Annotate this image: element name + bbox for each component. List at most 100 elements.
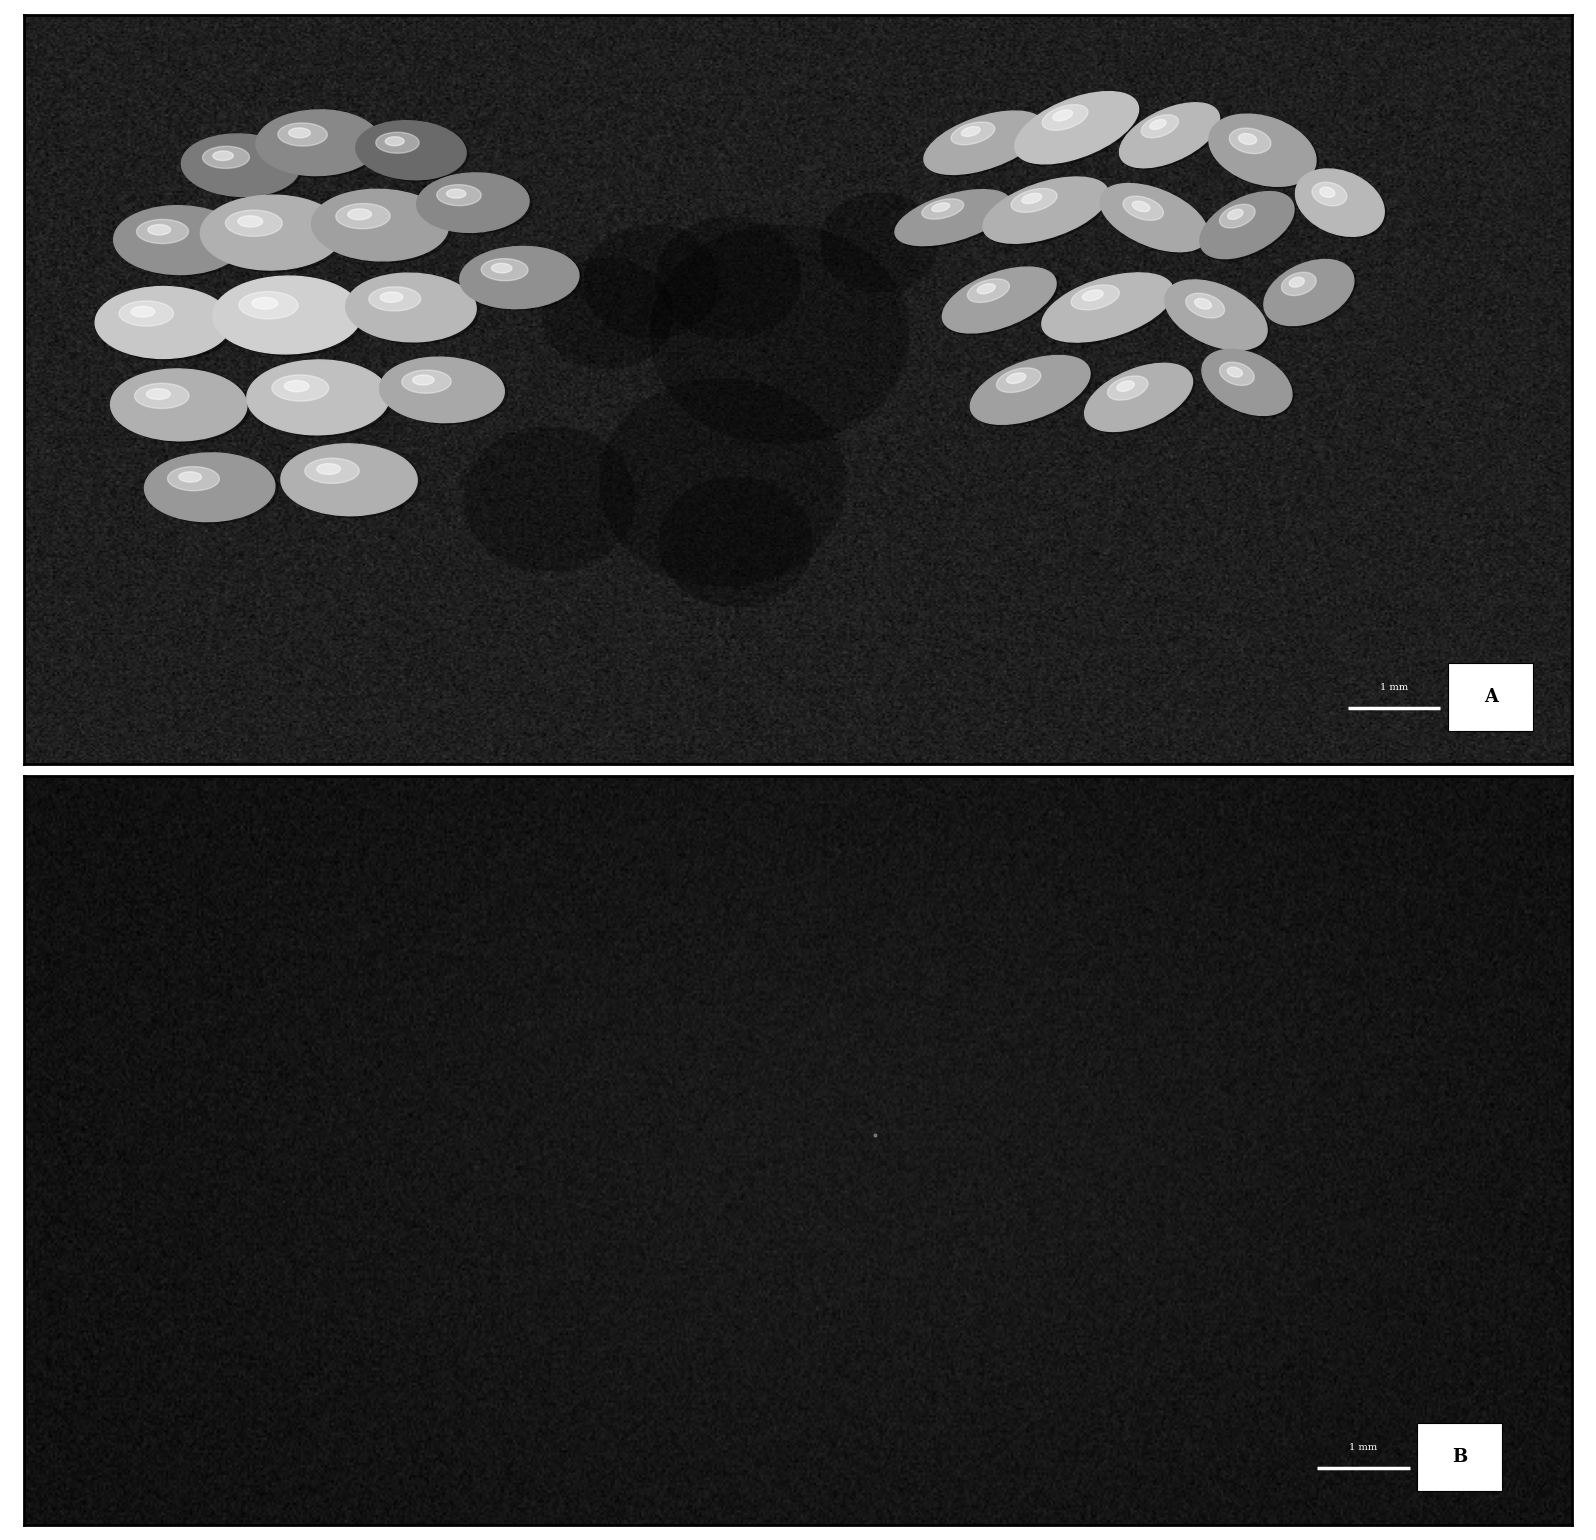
Ellipse shape [316, 464, 340, 474]
Ellipse shape [961, 126, 980, 137]
Ellipse shape [1124, 196, 1163, 220]
Ellipse shape [1320, 188, 1334, 197]
Ellipse shape [113, 371, 251, 442]
Ellipse shape [480, 259, 528, 280]
Ellipse shape [1194, 299, 1211, 310]
Ellipse shape [437, 185, 482, 206]
Ellipse shape [447, 189, 466, 199]
Ellipse shape [179, 471, 201, 482]
Ellipse shape [1007, 373, 1026, 383]
Ellipse shape [1282, 273, 1317, 296]
Ellipse shape [348, 209, 372, 220]
Text: A: A [1484, 688, 1497, 705]
Ellipse shape [147, 388, 171, 399]
Ellipse shape [402, 370, 452, 393]
Ellipse shape [1266, 262, 1357, 328]
Ellipse shape [1015, 91, 1138, 163]
Ellipse shape [225, 209, 282, 236]
Ellipse shape [311, 189, 448, 260]
Ellipse shape [385, 137, 404, 146]
Ellipse shape [897, 191, 1013, 248]
Ellipse shape [289, 128, 310, 137]
Ellipse shape [284, 445, 421, 517]
Ellipse shape [305, 459, 359, 484]
Ellipse shape [932, 203, 950, 211]
Ellipse shape [350, 274, 479, 343]
Ellipse shape [1290, 277, 1304, 286]
Ellipse shape [1211, 116, 1318, 188]
Ellipse shape [131, 306, 155, 317]
Ellipse shape [346, 273, 476, 342]
Ellipse shape [380, 357, 504, 422]
Ellipse shape [168, 467, 219, 491]
Ellipse shape [96, 286, 231, 359]
Ellipse shape [1100, 183, 1208, 251]
Ellipse shape [1053, 109, 1073, 122]
Ellipse shape [463, 248, 583, 310]
Ellipse shape [1010, 188, 1057, 213]
Ellipse shape [356, 120, 466, 180]
Ellipse shape [1227, 209, 1243, 219]
Ellipse shape [1203, 351, 1294, 417]
Ellipse shape [1296, 169, 1384, 236]
Ellipse shape [1117, 380, 1135, 391]
Ellipse shape [148, 225, 171, 236]
Ellipse shape [1071, 285, 1119, 310]
Ellipse shape [1108, 376, 1148, 400]
Ellipse shape [1082, 290, 1103, 300]
Ellipse shape [212, 276, 362, 354]
Text: B: B [1452, 1448, 1467, 1466]
Ellipse shape [238, 216, 263, 226]
Ellipse shape [145, 453, 275, 522]
Ellipse shape [203, 146, 249, 168]
Ellipse shape [1042, 105, 1088, 131]
Ellipse shape [951, 122, 994, 145]
Ellipse shape [1219, 362, 1254, 385]
Ellipse shape [314, 191, 452, 263]
Ellipse shape [1202, 350, 1291, 416]
Ellipse shape [1219, 205, 1254, 228]
Ellipse shape [1085, 363, 1192, 431]
Ellipse shape [148, 454, 278, 524]
Ellipse shape [284, 380, 310, 391]
Ellipse shape [1238, 134, 1256, 145]
Ellipse shape [1208, 114, 1317, 186]
Ellipse shape [1167, 282, 1269, 353]
Ellipse shape [1141, 114, 1178, 137]
Ellipse shape [1298, 171, 1387, 239]
Ellipse shape [417, 172, 528, 233]
Ellipse shape [1186, 293, 1224, 319]
Ellipse shape [359, 122, 469, 182]
Ellipse shape [383, 359, 508, 425]
Ellipse shape [247, 360, 389, 434]
Ellipse shape [375, 132, 420, 152]
Ellipse shape [1202, 194, 1296, 260]
Ellipse shape [278, 123, 327, 146]
Bar [1417, 1423, 1502, 1491]
Ellipse shape [492, 263, 512, 273]
Ellipse shape [985, 179, 1111, 245]
Ellipse shape [113, 206, 244, 274]
Ellipse shape [217, 279, 365, 356]
Ellipse shape [251, 362, 393, 437]
Ellipse shape [922, 199, 964, 219]
Bar [1448, 664, 1534, 730]
Text: 1 mm: 1 mm [1349, 1443, 1377, 1452]
Ellipse shape [271, 374, 329, 400]
Ellipse shape [1119, 103, 1219, 168]
Ellipse shape [967, 279, 1010, 302]
Ellipse shape [1087, 365, 1195, 433]
Ellipse shape [895, 189, 1010, 245]
Ellipse shape [1103, 185, 1210, 254]
Ellipse shape [204, 197, 346, 273]
Ellipse shape [1200, 191, 1294, 259]
Text: 1 mm: 1 mm [1381, 682, 1408, 691]
Ellipse shape [110, 370, 247, 440]
Ellipse shape [1042, 273, 1173, 342]
Ellipse shape [259, 111, 383, 177]
Ellipse shape [1227, 367, 1242, 377]
Ellipse shape [1122, 105, 1221, 169]
Ellipse shape [412, 376, 434, 385]
Ellipse shape [1229, 128, 1270, 154]
Ellipse shape [281, 444, 417, 516]
